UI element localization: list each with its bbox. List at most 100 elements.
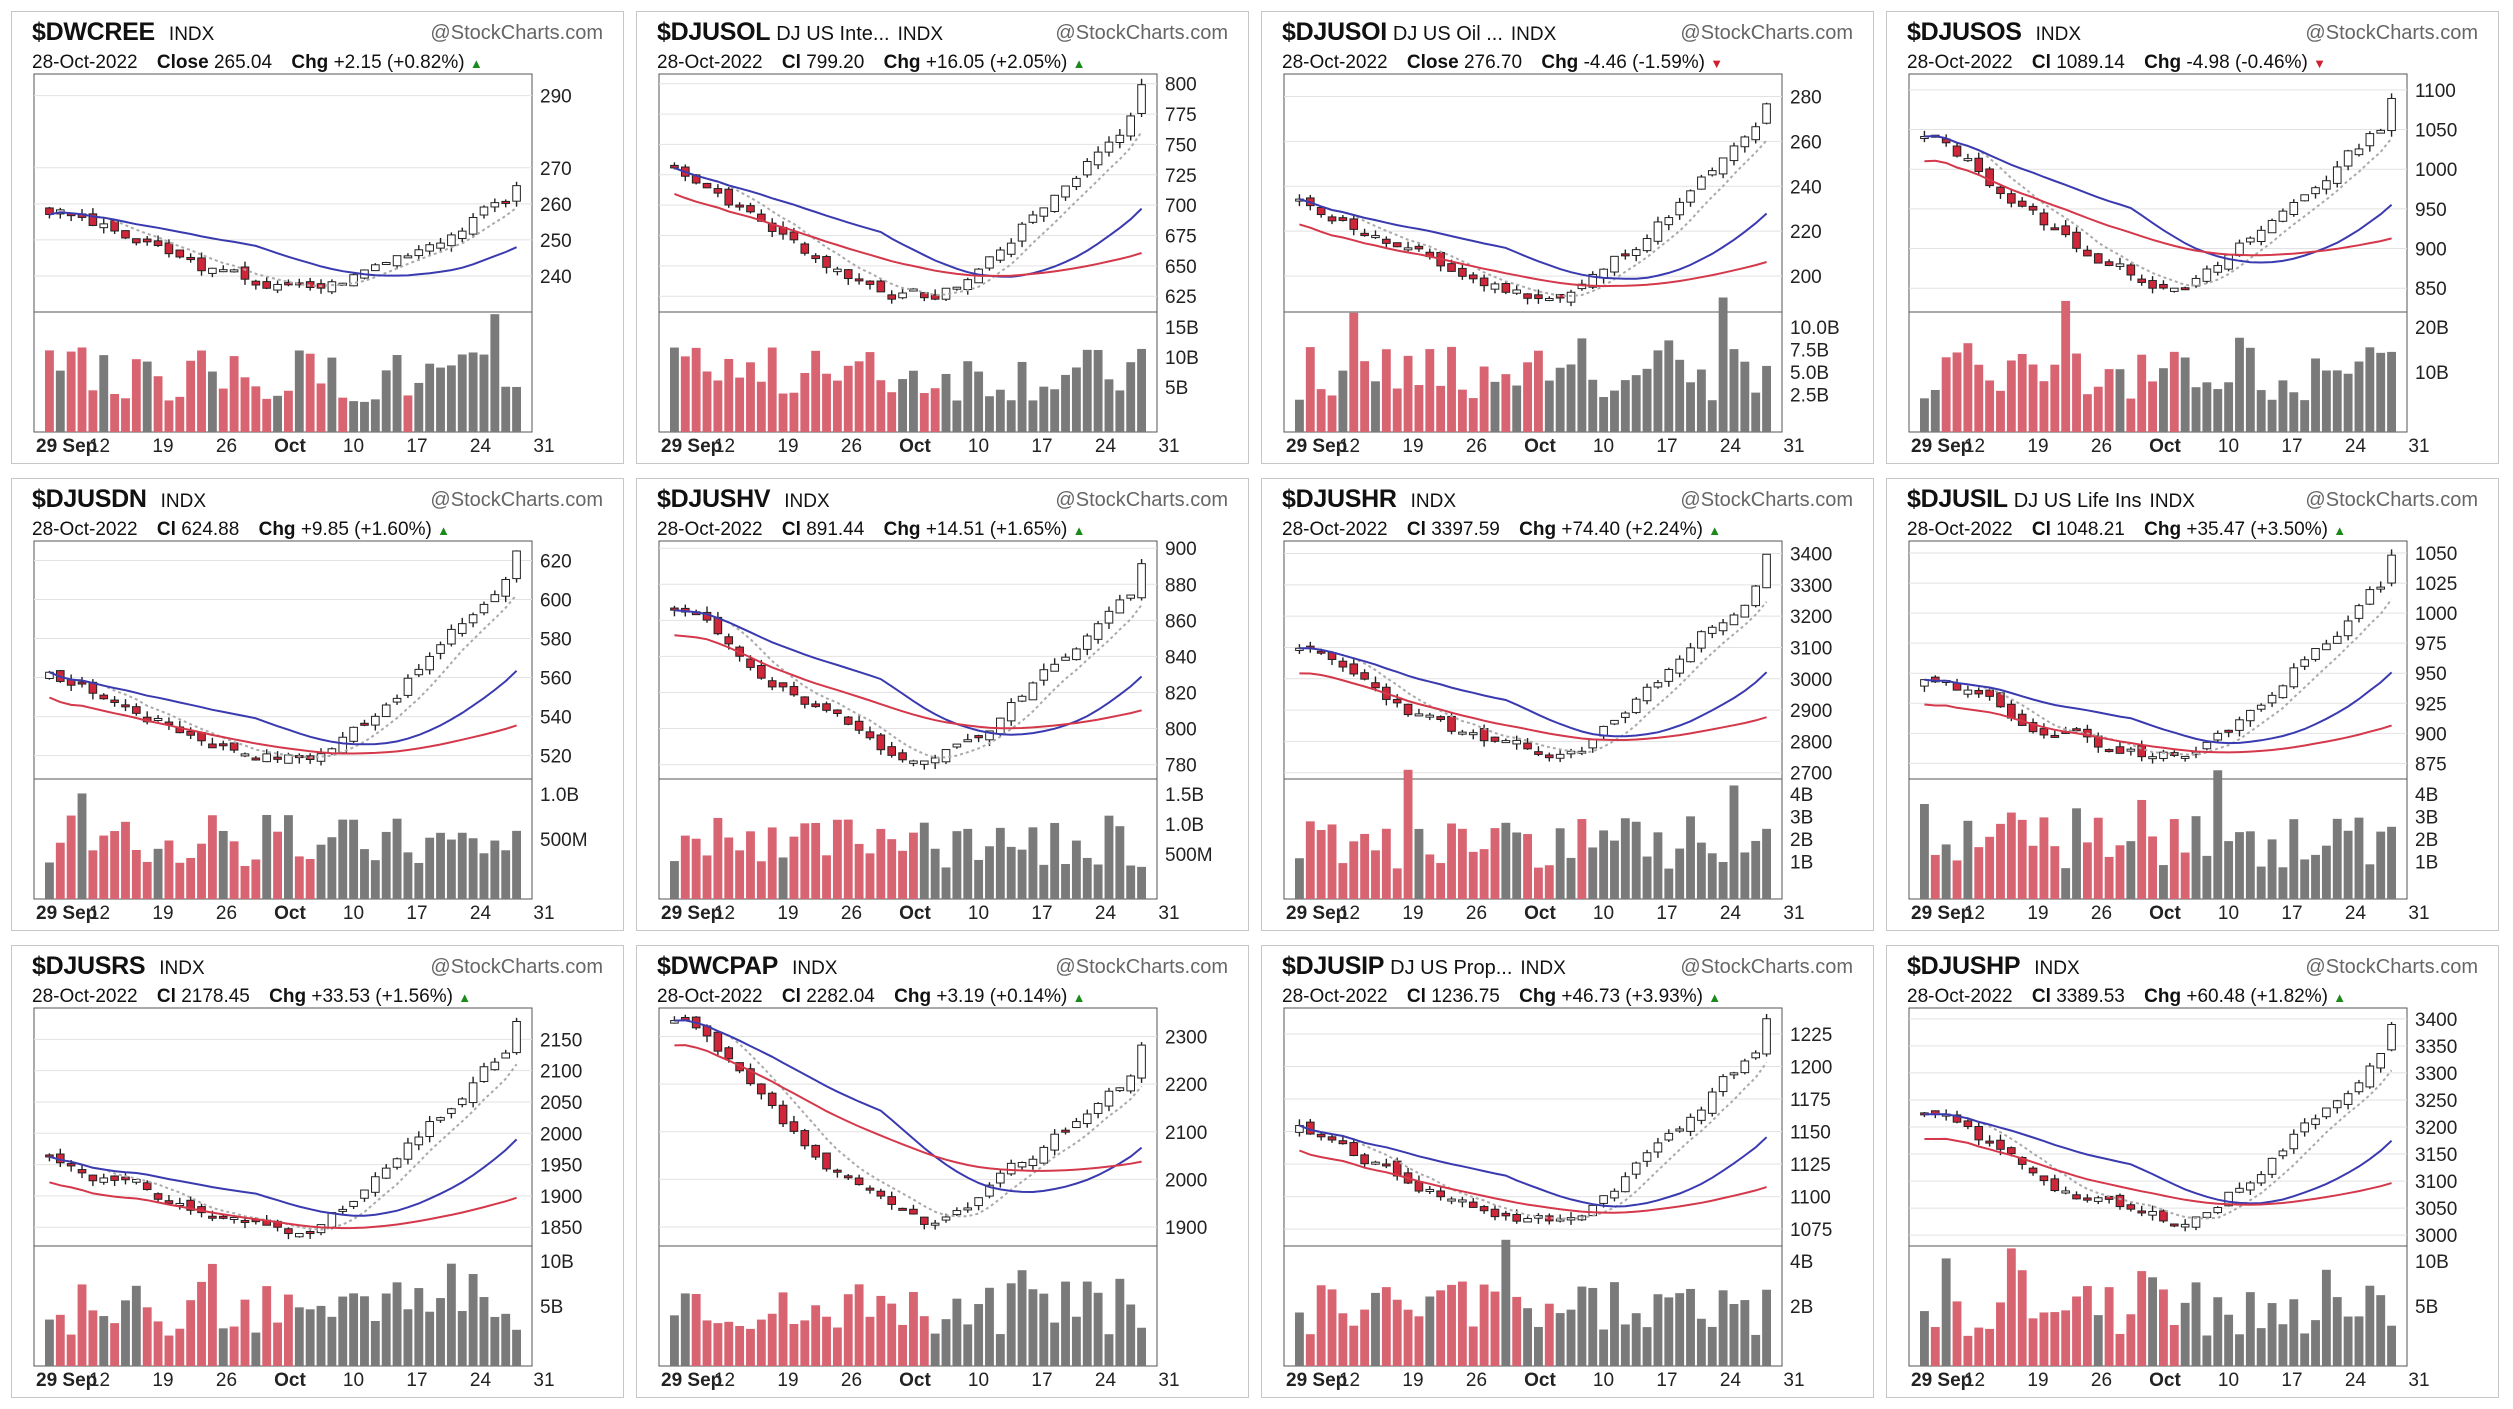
symbol[interactable]: $DWCREE: [32, 18, 155, 46]
volume-bar: [436, 367, 445, 432]
price-tick-label: 1025: [2415, 574, 2457, 595]
price-tick-label: 620: [540, 552, 572, 573]
ma-50-line: [1924, 1113, 2393, 1205]
candle: [1512, 289, 1522, 294]
chart-panel[interactable]: $DJUSHP INDX @StockCharts.com 28-Oct-2022…: [1886, 945, 2499, 1398]
candle: [1115, 134, 1125, 143]
stockcharts-brand[interactable]: @StockCharts.com: [1680, 956, 1853, 978]
price-volume-chart[interactable]: 3400 3350 3300 3250 3200 3150 3100 3050 3000 10B 5…: [1887, 946, 2499, 1398]
plot-frame: [658, 1007, 1158, 1367]
chart-panel[interactable]: $DJUSIP DJ US Prop... INDX @StockCharts.co…: [1261, 945, 1874, 1398]
chart-panel[interactable]: $DJUSRS INDX @StockCharts.com 28-Oct-2022…: [11, 945, 624, 1398]
candle: [164, 242, 174, 255]
stockcharts-brand[interactable]: @StockCharts.com: [1680, 489, 1853, 511]
candle: [724, 1047, 734, 1060]
candle: [2159, 283, 2168, 289]
quote-line: 28-Oct-2022 Cl 1236.75 Chg +46.73 (+3.93…: [1282, 986, 1721, 1008]
volume-bar: [2311, 358, 2320, 432]
stockcharts-brand[interactable]: @StockCharts.com: [430, 489, 603, 511]
candle: [1490, 1208, 1500, 1218]
stockcharts-brand[interactable]: @StockCharts.com: [2305, 956, 2478, 978]
volume-bar: [2050, 364, 2060, 432]
chart-panel[interactable]: $DJUSHV INDX @StockCharts.com 28-Oct-2022…: [636, 478, 1249, 931]
candle: [2072, 1194, 2081, 1200]
symbol[interactable]: $DJUSHV: [657, 485, 771, 513]
symbol[interactable]: $DJUSDN: [32, 485, 147, 513]
chart-panel[interactable]: $DWCREE INDX @StockCharts.com 28-Oct-2022…: [11, 11, 624, 464]
volume-bar: [1696, 842, 1706, 899]
candle: [425, 655, 434, 671]
stockcharts-brand[interactable]: @StockCharts.com: [1055, 956, 1228, 978]
volume-bar: [229, 841, 239, 899]
candle: [887, 746, 897, 756]
stockcharts-brand[interactable]: @StockCharts.com: [430, 956, 603, 978]
price-volume-chart[interactable]: 3400 3300 3200 3100 3000 2900 2800 27004B3B2B1B…: [1262, 479, 1874, 931]
candle: [240, 1219, 250, 1223]
volume-bar: [909, 370, 918, 432]
chart-panel[interactable]: $DJUSIL DJ US Life Ins INDX @StockCharts.c…: [1886, 478, 2499, 931]
volume-bar: [1006, 400, 1016, 432]
candle: [1436, 1190, 1445, 1198]
plot-frame: [1283, 1007, 1783, 1367]
x-axis-label: 10: [1593, 1370, 1614, 1391]
candle: [2050, 227, 2060, 231]
close-value: 891.44: [806, 519, 865, 540]
chart-panel[interactable]: $DJUSHR INDX @StockCharts.com 28-Oct-2022…: [1261, 478, 1874, 931]
chart-panel[interactable]: $DJUSDN INDX @StockCharts.com 28-Oct-2022…: [11, 478, 624, 931]
index-label: INDX: [1410, 491, 1457, 512]
volume-bar: [1061, 863, 1070, 899]
volume-tick-label: 2B: [2415, 830, 2438, 851]
chart-panel[interactable]: $DJUSOL DJ US Inte... INDX @StockCharts.co…: [636, 11, 1249, 464]
stockcharts-brand[interactable]: @StockCharts.com: [2305, 489, 2478, 511]
x-axis-label: 19: [777, 436, 798, 457]
volume-bar: [1512, 832, 1522, 899]
price-volume-chart[interactable]: 280 260 240 220 200 10.0B7.5B5.0B2.5B 29 Sep12…: [1262, 12, 1874, 464]
candle: [843, 1175, 853, 1179]
x-axis-label: 31: [2408, 903, 2429, 924]
stockcharts-brand[interactable]: @StockCharts.com: [430, 22, 603, 44]
volume-bar: [1468, 398, 1478, 432]
volume-bar: [974, 1304, 984, 1366]
chart-panel[interactable]: $DJUSOI DJ US Oil ... INDX @StockCharts.co…: [1261, 11, 1874, 464]
stockcharts-brand[interactable]: @StockCharts.com: [1055, 22, 1228, 44]
candle: [985, 730, 994, 741]
symbol[interactable]: $DJUSOS: [1907, 18, 2022, 46]
price-volume-chart[interactable]: 800 775 750 725 700 675 650 625 15B 10B 5B 29 Sep12…: [637, 12, 1249, 464]
chart-panel[interactable]: $DJUSOS INDX @StockCharts.com 28-Oct-2022…: [1886, 11, 2499, 464]
candle: [2137, 278, 2147, 283]
symbol[interactable]: $DJUSOI: [1282, 18, 1387, 46]
symbol[interactable]: $DJUSHR: [1282, 485, 1397, 513]
candle: [1468, 732, 1478, 736]
symbol[interactable]: $DJUSOL: [657, 18, 771, 46]
symbol[interactable]: $DJUSRS: [32, 952, 146, 980]
price-tick-label: 650: [1165, 257, 1197, 278]
x-axis-label: 29 Sep: [1286, 436, 1347, 457]
symbol[interactable]: $DJUSIL: [1907, 485, 2008, 513]
candle: [1707, 626, 1717, 634]
chart-panel[interactable]: $DWCPAP INDX @StockCharts.com 28-Oct-2022…: [636, 945, 1249, 1398]
volume-bar: [2104, 1287, 2114, 1366]
stockcharts-brand[interactable]: @StockCharts.com: [1055, 489, 1228, 511]
volume-tick-label: 1.5B: [1165, 785, 1204, 806]
volume-bar: [1566, 364, 1576, 432]
symbol[interactable]: $DJUSIP: [1282, 952, 1385, 980]
stockcharts-brand[interactable]: @StockCharts.com: [2305, 22, 2478, 44]
symbol[interactable]: $DJUSHP: [1907, 952, 2021, 980]
candle: [349, 1200, 358, 1207]
stockcharts-brand[interactable]: @StockCharts.com: [1680, 22, 1853, 44]
volume-bar: [1577, 819, 1587, 899]
volume-bar: [952, 831, 962, 899]
symbol[interactable]: $DWCPAP: [657, 952, 779, 980]
candle: [1707, 170, 1717, 176]
chg-value: -4.98 (-0.46%): [2186, 52, 2308, 73]
ma-short-line: [674, 1019, 1143, 1218]
volume-bar: [1050, 389, 1060, 432]
